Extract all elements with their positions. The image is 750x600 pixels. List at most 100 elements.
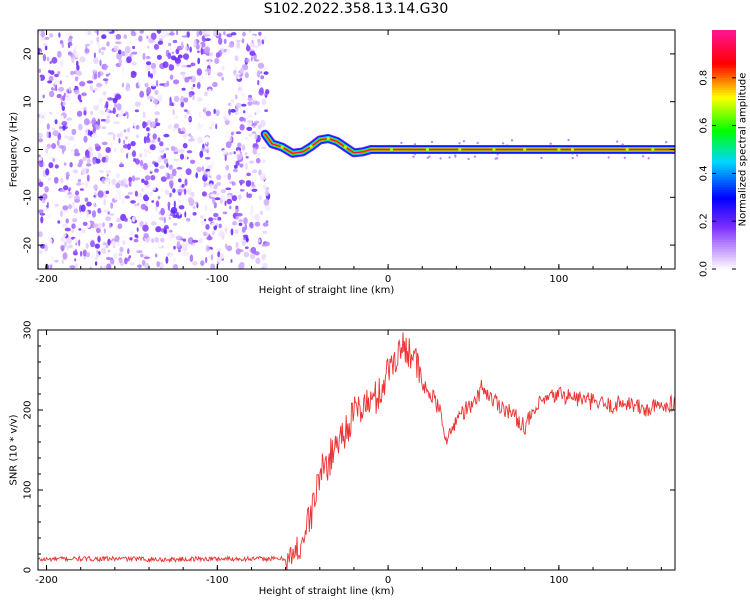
noise-cell bbox=[226, 198, 233, 205]
noise-cell bbox=[113, 148, 117, 153]
noise-cell bbox=[65, 95, 69, 98]
colorbar-segment bbox=[712, 84, 736, 88]
noise-cell bbox=[230, 108, 237, 113]
x-axis-label: Height of straight line (km) bbox=[259, 285, 395, 296]
noise-cell bbox=[159, 165, 165, 170]
noise-cell bbox=[87, 111, 91, 114]
noise-cell bbox=[114, 235, 120, 242]
noise-cell bbox=[38, 75, 41, 83]
noise-cell bbox=[77, 178, 82, 183]
noise-cell bbox=[44, 244, 48, 252]
noise-cell bbox=[169, 32, 175, 36]
noise-cell bbox=[165, 256, 169, 264]
colorbar-segment bbox=[712, 216, 736, 220]
noise-cell bbox=[87, 157, 91, 165]
noise-cell bbox=[219, 158, 222, 165]
noise-cell bbox=[128, 176, 133, 183]
noise-cell bbox=[97, 190, 104, 198]
noise-cell bbox=[42, 94, 45, 99]
noise-cell bbox=[208, 217, 214, 222]
noise-cell bbox=[208, 234, 211, 240]
noise-cell bbox=[150, 121, 153, 128]
noise-cell bbox=[254, 112, 257, 116]
noise-cell bbox=[171, 51, 175, 54]
signal-halo bbox=[400, 141, 403, 145]
noise-cell bbox=[139, 30, 144, 34]
noise-cell bbox=[136, 227, 139, 232]
noise-cell bbox=[207, 171, 210, 177]
noise-cell bbox=[71, 56, 75, 63]
noise-cell bbox=[84, 30, 89, 37]
noise-cell bbox=[247, 241, 251, 247]
noise-cell bbox=[166, 228, 170, 234]
noise-cell bbox=[197, 50, 200, 53]
noise-cell bbox=[259, 79, 264, 87]
noise-cell bbox=[49, 61, 52, 64]
noise-cell bbox=[160, 237, 165, 243]
noise-cell bbox=[149, 144, 156, 151]
noise-cell bbox=[178, 191, 182, 196]
noise-cell bbox=[101, 51, 104, 56]
noise-cell bbox=[45, 208, 53, 216]
colorbar-segment bbox=[712, 109, 736, 113]
colorbar-segment bbox=[712, 171, 736, 175]
signal-halo bbox=[641, 155, 645, 158]
noise-cell bbox=[71, 229, 74, 233]
noise-cell bbox=[148, 166, 155, 172]
noise-cell bbox=[241, 38, 245, 44]
noise-cell bbox=[87, 38, 91, 44]
noise-cell bbox=[103, 198, 106, 206]
noise-cell bbox=[126, 56, 132, 64]
colorbar-tick-label: 0.2 bbox=[699, 213, 710, 229]
noise-cell bbox=[264, 253, 267, 260]
noise-cell bbox=[236, 212, 243, 217]
noise-cell bbox=[146, 35, 149, 39]
noise-cell bbox=[116, 121, 120, 125]
noise-cell bbox=[188, 210, 193, 215]
noise-cell bbox=[243, 251, 250, 258]
noise-cell bbox=[61, 42, 65, 49]
noise-cell bbox=[69, 161, 73, 168]
colorbar-tick-label: 0.6 bbox=[699, 118, 710, 134]
noise-cell bbox=[52, 253, 58, 258]
colorbar-segment bbox=[712, 62, 736, 66]
noise-cell bbox=[186, 150, 193, 154]
noise-cell bbox=[76, 231, 82, 237]
noise-cell bbox=[205, 256, 208, 264]
noise-cell bbox=[42, 43, 48, 47]
noise-cell bbox=[172, 108, 175, 116]
noise-cell bbox=[48, 69, 51, 74]
noise-cell bbox=[225, 141, 232, 149]
noise-cell bbox=[167, 234, 173, 242]
noise-cell bbox=[240, 92, 246, 98]
noise-cell bbox=[250, 246, 257, 254]
noise-cell bbox=[263, 71, 269, 75]
noise-cell bbox=[46, 56, 50, 62]
noise-cell bbox=[221, 65, 225, 71]
noise-cell bbox=[159, 216, 165, 221]
noise-cell bbox=[159, 83, 165, 86]
noise-cell bbox=[115, 41, 122, 45]
y-axis-label: SNR (10 * v/v) bbox=[9, 414, 20, 485]
noise-cell bbox=[180, 41, 184, 49]
noise-cell bbox=[125, 111, 128, 116]
x-tick-label: 100 bbox=[549, 274, 568, 285]
noise-cell bbox=[200, 220, 207, 226]
noise-cell bbox=[106, 115, 110, 119]
noise-cell bbox=[83, 110, 87, 116]
noise-cell bbox=[227, 173, 232, 181]
noise-cell bbox=[239, 257, 246, 262]
noise-cell bbox=[238, 263, 245, 269]
noise-cell bbox=[66, 236, 73, 245]
noise-cell bbox=[145, 137, 151, 143]
noise-cell bbox=[247, 114, 254, 118]
noise-cell bbox=[60, 101, 64, 107]
noise-cell bbox=[135, 134, 140, 138]
noise-cell bbox=[203, 182, 206, 188]
noise-cell bbox=[38, 209, 44, 214]
noise-cell bbox=[196, 97, 203, 102]
noise-cell bbox=[77, 162, 82, 168]
noise-cell bbox=[118, 138, 121, 144]
noise-cell bbox=[235, 106, 239, 112]
noise-cell bbox=[53, 176, 59, 184]
